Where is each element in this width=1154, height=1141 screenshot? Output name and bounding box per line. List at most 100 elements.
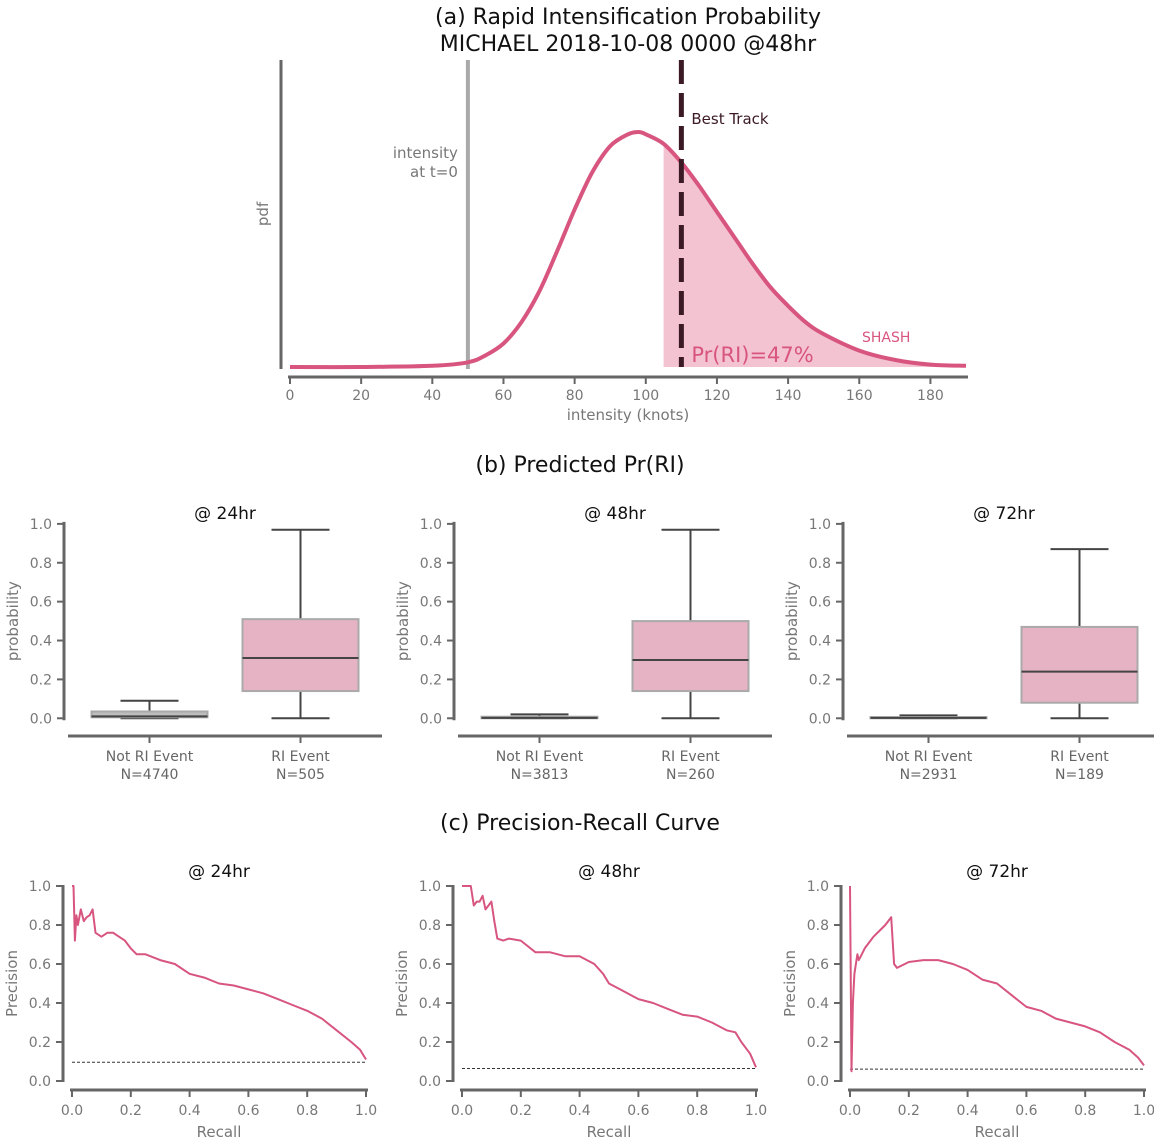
x-tick-label: 0.8 (686, 1103, 708, 1119)
panel-c-subplots: @ 24hr 0.0 0.2 0.4 0.6 0.8 1.0 0.0 0.2 0.4 0.6 0.8 1… (3, 862, 1154, 1141)
x-tick-label: 140 (775, 388, 802, 404)
x-tick-label: 1.0 (355, 1103, 377, 1119)
y-axis-label: Precision (3, 950, 21, 1017)
x-tick-label: 0.0 (839, 1103, 861, 1119)
y-tick-label: 0.6 (29, 957, 51, 973)
y-tick-label: 1.0 (419, 879, 441, 895)
y-tick-label: 0.0 (419, 1074, 441, 1090)
y-axis-label: probability (783, 581, 801, 661)
x-tick-label: 80 (566, 388, 584, 404)
y-tick-label: 1.0 (809, 517, 831, 533)
y-tick-label: 0.0 (809, 711, 831, 727)
x-tick-label: 0.6 (627, 1103, 649, 1119)
panel-a-title-line2: MICHAEL 2018-10-08 0000 @48hr (440, 32, 817, 57)
y-tick-label: 0.2 (419, 1035, 441, 1051)
y-tick-label: 1.0 (30, 517, 52, 533)
category-label: Not RI Event (106, 749, 194, 765)
x-axis-label: Recall (587, 1123, 632, 1141)
x-tick-label: 0 (286, 388, 295, 404)
pr-ri-annotation: Pr(RI)=47% (691, 343, 813, 367)
y-tick-label: 0.2 (29, 1035, 51, 1051)
category-label: Not RI Event (885, 749, 973, 765)
panel-c: (c) Precision-Recall Curve @ 24hr 0.0 0.2 0… (3, 811, 1154, 1141)
y-tick-label: 0.6 (30, 595, 52, 611)
x-tick-label: 0.2 (120, 1103, 142, 1119)
category-count: N=3813 (511, 767, 569, 783)
y-tick-label: 0.4 (419, 996, 441, 1012)
y-tick-label: 0.2 (420, 672, 442, 688)
category-count: N=189 (1055, 767, 1104, 783)
y-tick-label: 0.0 (29, 1074, 51, 1090)
y-tick-label: 0.2 (809, 672, 831, 688)
box-subplot-2: @ 48hr 0.0 0.2 0.4 0.6 0.8 1.0 probability Not R… (394, 504, 772, 783)
x-tick-label: 1.0 (1133, 1103, 1154, 1119)
precision-recall-curve (72, 885, 367, 1061)
x-tick-label: 0.4 (956, 1103, 978, 1119)
x-axis-label: Recall (975, 1123, 1020, 1141)
subplot-title: @ 48hr (584, 504, 646, 524)
category-label: RI Event (661, 749, 720, 765)
precision-recall-curve (462, 885, 757, 1068)
x-tick-label: 0.2 (510, 1103, 532, 1119)
box (241, 618, 360, 693)
subplot-title: @ 72hr (966, 862, 1028, 882)
y-tick-label: 0.0 (30, 711, 52, 727)
x-tick-label: 0.2 (898, 1103, 920, 1119)
intensity-t0-label-line1: intensity (393, 144, 458, 162)
x-tick-label: 0.0 (61, 1103, 83, 1119)
y-tick-label: 0.6 (419, 957, 441, 973)
shash-series-label: SHASH (862, 330, 910, 346)
panel-a: (a) Rapid Intensification Probability MI… (254, 5, 968, 424)
category-label: RI Event (271, 749, 330, 765)
panel-a-title-line1: (a) Rapid Intensification Probability (435, 5, 821, 30)
subplot-title: @ 72hr (973, 504, 1035, 524)
y-tick-label: 0.4 (30, 634, 52, 650)
panel-c-section-title: (c) Precision-Recall Curve (440, 811, 720, 836)
y-tick-label: 0.8 (809, 556, 831, 572)
x-tick-label: 120 (704, 388, 731, 404)
x-tick-label: 0.8 (1074, 1103, 1096, 1119)
subplot-title: @ 48hr (578, 862, 640, 882)
category-label: Not RI Event (496, 749, 584, 765)
x-tick-label: 60 (495, 388, 513, 404)
panel-a-x-label: intensity (knots) (567, 406, 690, 424)
x-tick-label: 0.4 (178, 1103, 200, 1119)
box (1020, 625, 1139, 704)
x-tick-label: 0.4 (568, 1103, 590, 1119)
y-tick-label: 0.4 (809, 634, 831, 650)
panel-a-x-ticks: 0 20 40 60 80 100 120 140 160 180 (286, 377, 944, 404)
y-tick-label: 1.0 (420, 517, 442, 533)
x-tick-label: 0.0 (451, 1103, 473, 1119)
subplot-title: @ 24hr (194, 504, 256, 524)
y-axis-label: probability (4, 581, 22, 661)
category-count: N=2931 (900, 767, 958, 783)
pr-subplot-2: @ 48hr 0.0 0.2 0.4 0.6 0.8 1.0 0.0 0.2 0.4 0.6 0.8 1… (393, 862, 767, 1141)
x-tick-label: 160 (846, 388, 873, 404)
box-subplot-1: @ 24hr 0.0 0.2 0.4 0.6 0.8 1.0 probability Not R… (4, 504, 382, 783)
y-axis-label: Precision (781, 950, 799, 1017)
y-tick-label: 0.6 (420, 595, 442, 611)
y-axis-label: probability (394, 581, 412, 661)
precision-recall-curve (849, 885, 1145, 1073)
box-subplot-3: @ 72hr 0.0 0.2 0.4 0.6 0.8 1.0 probability Not R… (783, 504, 1154, 783)
category-label: RI Event (1050, 749, 1109, 765)
y-tick-label: 0.8 (30, 556, 52, 572)
y-tick-label: 0.4 (420, 634, 442, 650)
box (631, 620, 750, 693)
category-count: N=505 (276, 767, 325, 783)
x-tick-label: 0.6 (237, 1103, 259, 1119)
y-tick-label: 0.4 (29, 996, 51, 1012)
shash-curve (289, 130, 967, 370)
y-tick-label: 1.0 (807, 879, 829, 895)
shaded-ri-area (663, 143, 966, 367)
pr-subplot-1: @ 24hr 0.0 0.2 0.4 0.6 0.8 1.0 0.0 0.2 0.4 0.6 0.8 1… (3, 862, 377, 1141)
x-tick-label: 180 (917, 388, 944, 404)
y-tick-label: 1.0 (29, 879, 51, 895)
x-axis-label: Recall (197, 1123, 242, 1141)
y-tick-label: 0.8 (419, 918, 441, 934)
pr-subplot-3: @ 72hr 0.0 0.2 0.4 0.6 0.8 1.0 0.0 0.2 0.4 0.6 0.8 1… (781, 862, 1154, 1141)
y-tick-label: 0.8 (29, 918, 51, 934)
category-count: N=4740 (121, 767, 179, 783)
x-tick-label: 20 (352, 388, 370, 404)
